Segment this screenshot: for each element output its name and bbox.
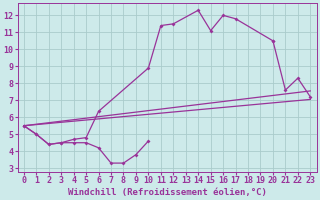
X-axis label: Windchill (Refroidissement éolien,°C): Windchill (Refroidissement éolien,°C) (68, 188, 267, 197)
